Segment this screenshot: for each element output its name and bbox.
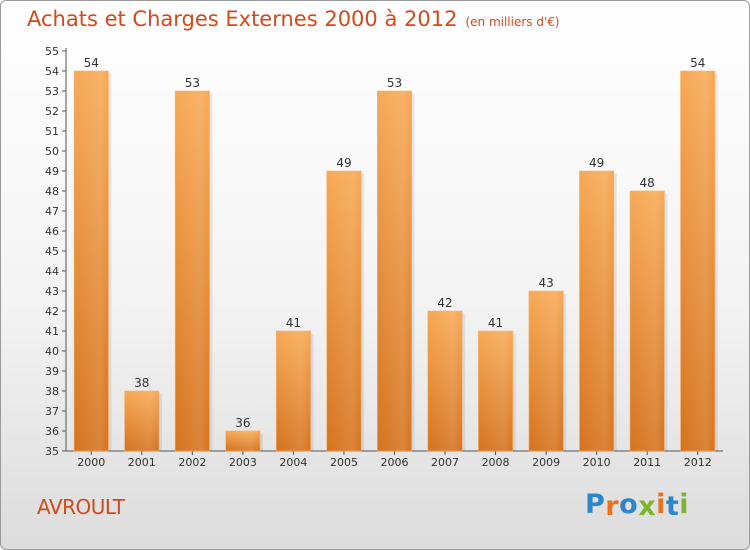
x-tick-label: 2000: [77, 456, 105, 469]
value-label: 38: [134, 376, 149, 390]
y-tick-label: 55: [45, 45, 59, 58]
logo-letter: r: [605, 491, 620, 522]
commune-name: AVROULT: [37, 495, 125, 519]
x-tick-label: 2009: [532, 456, 560, 469]
logo-letter: t: [665, 491, 680, 522]
y-tick-label: 50: [45, 145, 59, 158]
value-label: 43: [538, 276, 553, 290]
bar-shine: [326, 171, 362, 451]
bar-shine: [377, 91, 412, 451]
value-label: 42: [437, 296, 452, 310]
x-tick-label: 2010: [583, 456, 611, 469]
bar-shine: [680, 71, 715, 451]
value-label: 53: [387, 76, 402, 90]
bar-shine: [427, 311, 463, 451]
logo-letter: x: [638, 491, 657, 522]
bar-shine: [124, 391, 159, 451]
bar-shine: [276, 331, 311, 451]
y-tick-label: 46: [45, 225, 59, 238]
x-tick-label: 2003: [229, 456, 257, 469]
x-tick-label: 2006: [381, 456, 409, 469]
bar-shine: [478, 331, 513, 451]
bar-shine: [579, 171, 614, 451]
y-tick-label: 40: [45, 345, 59, 358]
logo-letter: o: [619, 489, 639, 520]
y-tick-label: 39: [45, 365, 59, 378]
y-tick-label: 36: [45, 425, 59, 438]
chart-title-block: Achats et Charges Externes 2000 à 2012 (e…: [27, 7, 560, 31]
logo-letter: i: [679, 489, 690, 520]
y-tick-label: 41: [45, 325, 59, 338]
x-tick-label: 2005: [330, 456, 358, 469]
x-tick-label: 2001: [128, 456, 156, 469]
value-label: 41: [488, 316, 503, 330]
y-tick-label: 51: [45, 125, 59, 138]
value-label: 41: [286, 316, 301, 330]
y-tick-label: 38: [45, 385, 59, 398]
y-tick-label: 54: [45, 65, 59, 78]
y-tick-label: 37: [45, 405, 59, 418]
value-label: 54: [690, 56, 705, 70]
y-tick-label: 53: [45, 85, 59, 98]
y-tick-label: 49: [45, 165, 59, 178]
y-tick-label: 35: [45, 445, 59, 458]
y-tick-label: 44: [45, 265, 59, 278]
value-label: 48: [640, 176, 655, 190]
y-tick-label: 45: [45, 245, 59, 258]
value-label: 53: [185, 76, 200, 90]
y-tick-label: 42: [45, 305, 59, 318]
bar-shine: [225, 431, 261, 451]
chart-subtitle: (en milliers d'€): [465, 15, 560, 29]
x-tick-label: 2012: [684, 456, 712, 469]
value-label: 54: [84, 56, 99, 70]
x-tick-label: 2011: [633, 456, 661, 469]
bar-shine: [175, 91, 210, 451]
y-tick-label: 47: [45, 205, 59, 218]
value-label: 49: [589, 156, 604, 170]
value-label: 49: [336, 156, 351, 170]
bar-shine: [74, 71, 109, 451]
x-tick-label: 2004: [279, 456, 307, 469]
x-tick-label: 2007: [431, 456, 459, 469]
logo-letter: i: [656, 489, 666, 520]
bar-shine: [630, 191, 665, 451]
x-tick-label: 2008: [482, 456, 510, 469]
logo-letter: P: [585, 489, 606, 520]
chart-title: Achats et Charges Externes 2000 à 2012: [27, 7, 458, 31]
proxiti-logo: Proxiti: [585, 489, 690, 522]
y-tick-label: 52: [45, 105, 59, 118]
value-label: 36: [235, 416, 250, 430]
y-tick-label: 43: [45, 285, 59, 298]
bar-shine: [528, 291, 564, 451]
y-tick-label: 48: [45, 185, 59, 198]
x-tick-label: 2002: [178, 456, 206, 469]
